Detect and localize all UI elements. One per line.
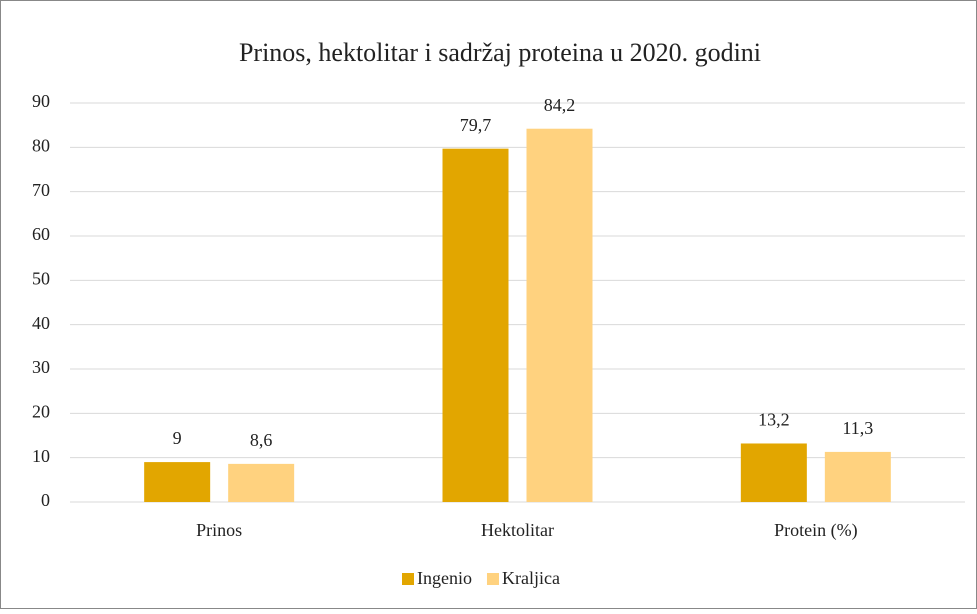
data-label: 8,6 (250, 430, 273, 450)
bar (144, 462, 211, 502)
y-tick-label: 10 (32, 446, 50, 466)
legend-label: Kraljica (502, 568, 560, 588)
data-label: 84,2 (544, 95, 576, 115)
y-tick-label: 70 (32, 180, 50, 200)
legend-swatch (402, 573, 414, 585)
y-tick-label: 0 (41, 490, 50, 510)
data-label: 13,2 (758, 410, 790, 430)
y-tick-label: 40 (32, 313, 50, 333)
legend-swatch (486, 573, 499, 585)
x-tick-label: Prinos (196, 520, 242, 540)
bar (824, 451, 891, 502)
y-tick-label: 30 (32, 357, 50, 377)
x-tick-label: Hektolitar (481, 520, 554, 540)
y-tick-label: 80 (32, 135, 50, 155)
data-label: 9 (173, 428, 182, 448)
legend-label: Ingenio (417, 568, 472, 588)
bar (740, 443, 807, 502)
chart-title: Prinos, hektolitar i sadržaj proteina u … (239, 38, 761, 67)
data-label: 79,7 (460, 115, 492, 135)
data-label: 11,3 (842, 418, 873, 438)
bar (442, 148, 509, 502)
y-tick-label: 20 (32, 401, 50, 421)
bar (228, 463, 295, 502)
bar (526, 128, 593, 503)
y-tick-label: 50 (32, 268, 50, 288)
y-tick-label: 60 (32, 224, 50, 244)
x-tick-label: Protein (%) (774, 520, 857, 541)
y-tick-label: 90 (32, 91, 50, 111)
